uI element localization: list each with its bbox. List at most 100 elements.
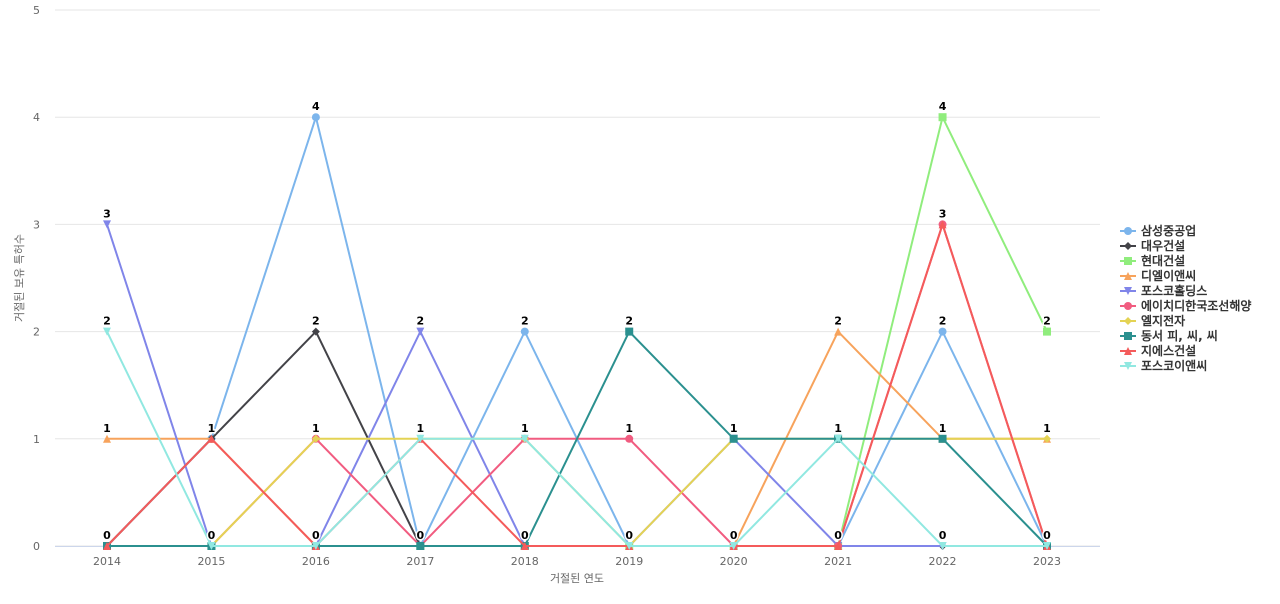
data-label: 3 [939, 207, 947, 220]
data-label: 2 [521, 315, 529, 328]
marker [103, 542, 111, 550]
data-label: 0 [103, 529, 111, 542]
marker [416, 542, 425, 550]
x-tick-label: 2022 [929, 555, 957, 568]
legend-item[interactable]: 현대건설 [1120, 253, 1185, 268]
legend-item[interactable]: 포스코홀딩스 [1120, 283, 1207, 298]
legend-item[interactable]: 동서 피, 씨, 씨 [1120, 328, 1218, 343]
data-label: 1 [1043, 422, 1051, 435]
data-label: 0 [939, 529, 947, 542]
x-tick-label: 2019 [615, 555, 643, 568]
data-label: 1 [208, 422, 216, 435]
marker [625, 327, 634, 336]
data-label: 1 [625, 422, 633, 435]
legend-item[interactable]: 대우건설 [1120, 238, 1185, 253]
series [103, 220, 1051, 550]
y-axis-title: 거절된 보유 특허수 [13, 234, 26, 322]
marker [103, 434, 111, 443]
marker [311, 542, 320, 550]
legend-label: 대우건설 [1141, 238, 1185, 253]
y-tick-label: 1 [33, 433, 40, 446]
data-label: 0 [521, 529, 529, 542]
legend-item[interactable]: 엘지전자 [1120, 313, 1185, 328]
data-label: 4 [939, 100, 947, 113]
x-tick-label: 2023 [1033, 555, 1061, 568]
series-line [106, 224, 1047, 547]
marker [834, 542, 843, 550]
marker [416, 434, 425, 443]
series [103, 220, 1051, 550]
marker [729, 542, 738, 550]
legend-item[interactable]: 포스코이앤씨 [1120, 358, 1207, 373]
marker [1124, 257, 1132, 265]
data-label: 0 [625, 529, 633, 542]
data-label: 1 [417, 422, 425, 435]
marker [1124, 287, 1132, 295]
series-line [106, 221, 1048, 548]
marker [520, 542, 529, 550]
legend-label: 포스코홀딩스 [1141, 283, 1207, 298]
x-tick-label: 2014 [93, 555, 121, 568]
marker [834, 434, 843, 443]
marker [1043, 542, 1051, 550]
y-tick-label: 2 [33, 326, 40, 339]
data-label: 1 [939, 422, 947, 435]
legend-label: 지에스건설 [1141, 343, 1196, 358]
marker [938, 220, 947, 229]
marker [207, 542, 216, 550]
marker [103, 220, 111, 229]
marker [207, 434, 216, 443]
series [103, 220, 1051, 550]
data-label: 2 [103, 315, 111, 328]
data-label: 1 [312, 422, 320, 435]
marker [1124, 272, 1132, 280]
data-label: 0 [1043, 529, 1051, 542]
marker [625, 434, 634, 443]
legend-item[interactable]: 디엘이앤씨 [1120, 268, 1196, 283]
marker [311, 113, 320, 122]
marker [103, 327, 111, 336]
data-label: 2 [625, 315, 633, 328]
x-axis-title: 거절된 연도 [550, 572, 604, 585]
legend-label: 현대건설 [1141, 253, 1185, 268]
y-tick-label: 5 [33, 4, 40, 17]
data-label: 1 [834, 422, 842, 435]
legend-item[interactable]: 지에스건설 [1120, 343, 1196, 358]
marker [1043, 434, 1051, 443]
y-tick-label: 4 [33, 111, 40, 124]
legend-item[interactable]: 에이치디한국조선해양 [1120, 298, 1251, 313]
marker [938, 113, 947, 122]
data-label: 1 [730, 422, 738, 435]
marker [1124, 332, 1132, 340]
data-label: 2 [1043, 315, 1051, 328]
y-tick-label: 0 [33, 540, 40, 553]
legend-label: 디엘이앤씨 [1141, 268, 1196, 283]
legend-item[interactable]: 삼성중공업 [1120, 223, 1196, 238]
x-tick-label: 2017 [406, 555, 434, 568]
marker [834, 327, 843, 336]
marker [938, 542, 947, 550]
data-label: 2 [417, 315, 425, 328]
series-line [106, 331, 1047, 547]
legend-label: 삼성중공업 [1141, 223, 1196, 238]
data-label: 0 [417, 529, 425, 542]
data-label: 4 [312, 100, 320, 113]
legend-label: 엘지전자 [1141, 313, 1185, 328]
data-label: 0 [730, 529, 738, 542]
data-label: 2 [834, 315, 842, 328]
marker [311, 434, 320, 443]
series [103, 327, 1051, 550]
marker [1124, 227, 1132, 235]
data-label: 2 [312, 315, 320, 328]
marker [520, 434, 529, 443]
data-label: 3 [103, 207, 111, 220]
x-tick-label: 2020 [720, 555, 748, 568]
legend-label: 포스코이앤씨 [1141, 358, 1207, 373]
x-tick-label: 2015 [197, 555, 225, 568]
marker [938, 434, 947, 443]
data-label: 0 [208, 529, 216, 542]
series-line [107, 221, 1048, 548]
marker [520, 327, 529, 336]
